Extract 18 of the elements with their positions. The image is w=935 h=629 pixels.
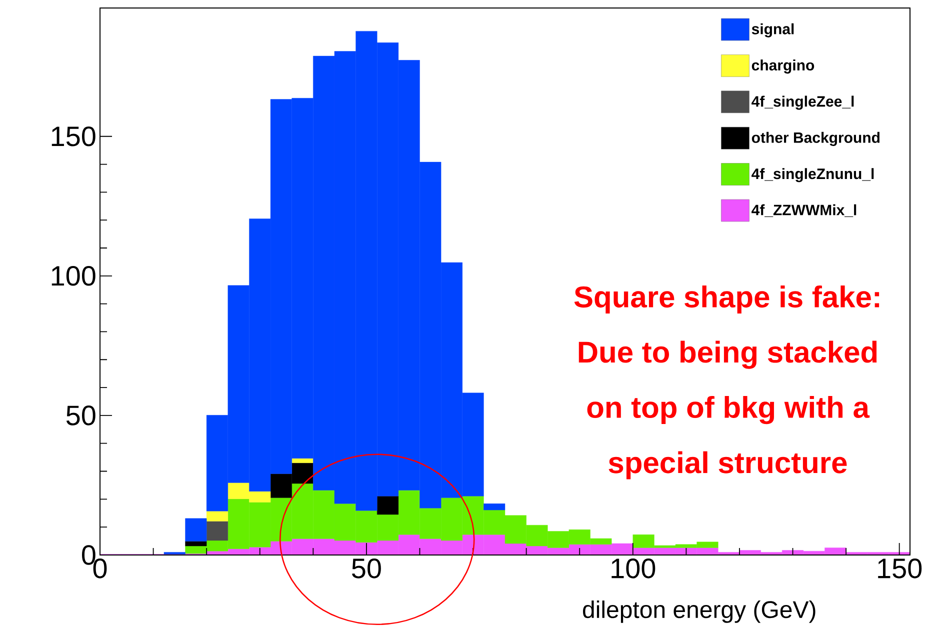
- annotation: special structure: [608, 451, 847, 480]
- x-tick-label: 100: [612, 558, 656, 578]
- legend-label: signal: [752, 23, 794, 38]
- legend-label: chargino: [752, 60, 814, 74]
- y-tick-label: 100: [52, 266, 96, 286]
- y-tick-label: 0: [82, 545, 96, 565]
- legend-label: 4f_ZZWWMix_l: [752, 204, 856, 218]
- x-tick-label: 50: [352, 558, 381, 578]
- legend-label: 4f_singleZnunu_l: [752, 168, 874, 182]
- y-tick-label: 50: [66, 406, 96, 426]
- annotation: Square shape is fake:: [574, 286, 880, 314]
- legend-label: other Background: [752, 132, 880, 146]
- legend-label: 4f_singleZee_l: [752, 96, 854, 110]
- annotation: Due to being stacked: [578, 340, 877, 369]
- x-axis-title: dilepton energy (GeV): [583, 600, 816, 623]
- y-tick-label: 150: [52, 126, 96, 146]
- annotation: on top of bkg with a: [587, 396, 870, 424]
- x-tick-label: 150: [878, 558, 922, 578]
